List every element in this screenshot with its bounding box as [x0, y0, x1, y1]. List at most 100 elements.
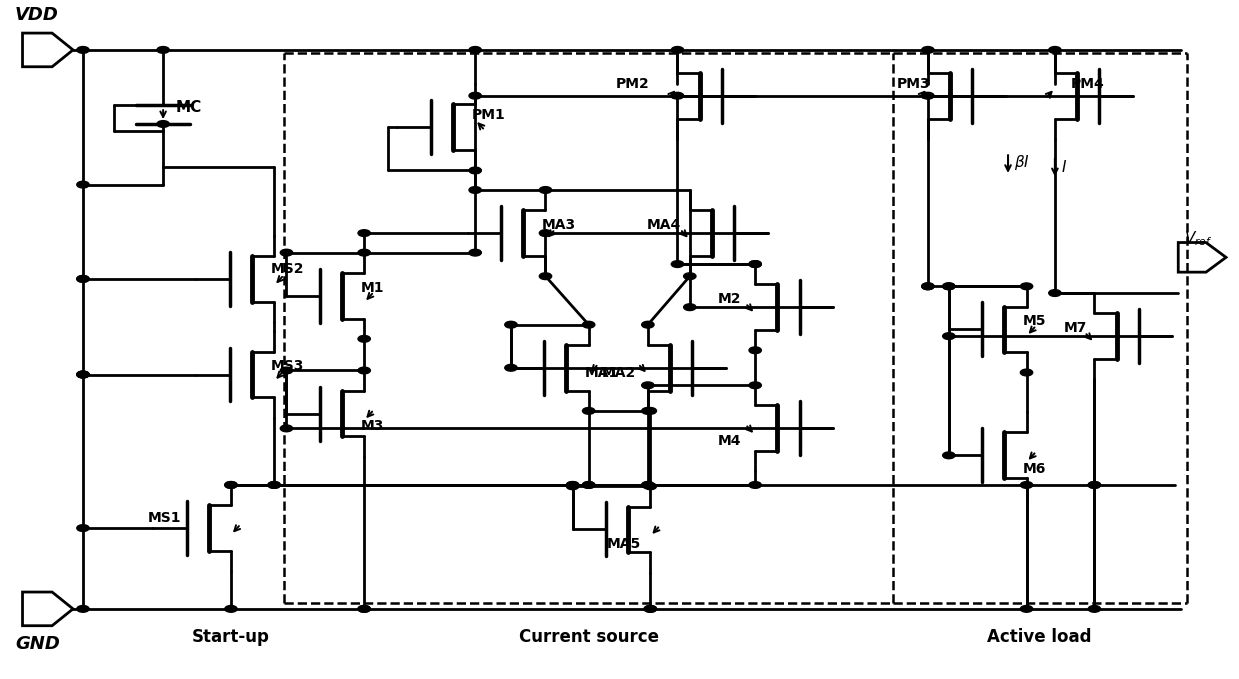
Circle shape	[224, 606, 237, 612]
Circle shape	[672, 92, 684, 99]
Circle shape	[582, 481, 595, 488]
Circle shape	[672, 47, 684, 53]
Circle shape	[644, 483, 657, 490]
Circle shape	[684, 304, 696, 310]
Circle shape	[470, 92, 482, 99]
Circle shape	[922, 283, 934, 290]
Circle shape	[280, 425, 292, 432]
Circle shape	[642, 407, 654, 414]
Circle shape	[157, 47, 170, 53]
Circle shape	[539, 230, 551, 236]
Circle shape	[470, 187, 482, 194]
Circle shape	[224, 481, 237, 488]
Circle shape	[77, 181, 89, 188]
Circle shape	[566, 481, 579, 488]
Circle shape	[539, 187, 551, 194]
Circle shape	[943, 283, 955, 290]
Circle shape	[750, 261, 761, 268]
Circle shape	[280, 367, 292, 374]
Text: Start-up: Start-up	[192, 628, 270, 646]
Text: Active load: Active load	[986, 628, 1092, 646]
Circle shape	[358, 230, 370, 236]
Circle shape	[1048, 290, 1061, 297]
Text: MA4: MA4	[647, 218, 681, 232]
Circle shape	[539, 273, 551, 280]
Text: $I$: $I$	[1061, 159, 1067, 175]
Circle shape	[642, 481, 654, 488]
Circle shape	[268, 481, 280, 488]
Circle shape	[672, 261, 684, 268]
Circle shape	[1021, 606, 1032, 612]
Circle shape	[77, 276, 89, 282]
Text: M6: M6	[1023, 462, 1046, 476]
Circle shape	[1021, 481, 1032, 488]
Text: MS3: MS3	[270, 359, 304, 373]
Circle shape	[566, 481, 579, 488]
Circle shape	[582, 321, 595, 328]
Text: VDD: VDD	[15, 6, 59, 24]
Circle shape	[1048, 47, 1061, 53]
Circle shape	[268, 481, 280, 488]
Circle shape	[922, 47, 934, 53]
Circle shape	[77, 371, 89, 378]
Text: M3: M3	[361, 419, 384, 433]
Circle shape	[642, 382, 654, 388]
Circle shape	[358, 606, 370, 612]
Text: MA2: MA2	[602, 366, 637, 380]
Text: M2: M2	[719, 292, 742, 306]
Circle shape	[1021, 369, 1032, 376]
Circle shape	[943, 283, 955, 290]
Text: M1: M1	[361, 280, 384, 295]
Circle shape	[77, 47, 89, 53]
Text: MA3: MA3	[541, 218, 576, 232]
Circle shape	[1088, 481, 1100, 488]
Circle shape	[470, 249, 482, 256]
Circle shape	[504, 365, 517, 371]
Text: MS2: MS2	[270, 262, 304, 276]
Text: MC: MC	[176, 100, 202, 115]
Circle shape	[358, 367, 370, 374]
Circle shape	[77, 371, 89, 378]
Text: MS1: MS1	[149, 511, 182, 525]
Circle shape	[157, 121, 170, 128]
Circle shape	[642, 321, 654, 328]
Circle shape	[77, 606, 89, 612]
Circle shape	[922, 92, 934, 99]
Circle shape	[943, 452, 955, 459]
Circle shape	[582, 407, 595, 414]
Circle shape	[582, 481, 595, 488]
Circle shape	[644, 606, 657, 612]
Text: M5: M5	[1023, 314, 1047, 329]
Text: $V_{ref}$: $V_{ref}$	[1184, 229, 1213, 248]
Circle shape	[470, 47, 482, 53]
Circle shape	[750, 261, 761, 268]
Circle shape	[943, 333, 955, 340]
Circle shape	[504, 321, 517, 328]
Circle shape	[566, 483, 579, 490]
Circle shape	[358, 335, 370, 342]
Circle shape	[1088, 481, 1100, 488]
Text: $\beta I$: $\beta I$	[1015, 153, 1030, 172]
Circle shape	[642, 481, 654, 488]
Circle shape	[750, 481, 761, 488]
Circle shape	[280, 249, 292, 256]
Circle shape	[922, 283, 934, 290]
Text: PM2: PM2	[616, 77, 649, 90]
Text: MA1: MA1	[585, 366, 620, 380]
Circle shape	[644, 606, 657, 612]
Circle shape	[750, 347, 761, 354]
Circle shape	[1088, 606, 1100, 612]
Text: PM3: PM3	[897, 77, 930, 90]
Text: MA5: MA5	[607, 537, 642, 551]
Circle shape	[224, 481, 237, 488]
Circle shape	[644, 407, 657, 414]
Circle shape	[358, 249, 370, 256]
Circle shape	[1021, 283, 1032, 290]
Circle shape	[358, 606, 370, 612]
Circle shape	[77, 525, 89, 532]
Circle shape	[684, 273, 696, 280]
Text: PM1: PM1	[472, 108, 506, 122]
Text: GND: GND	[15, 635, 59, 653]
Circle shape	[77, 371, 89, 378]
Text: Current source: Current source	[519, 628, 659, 646]
